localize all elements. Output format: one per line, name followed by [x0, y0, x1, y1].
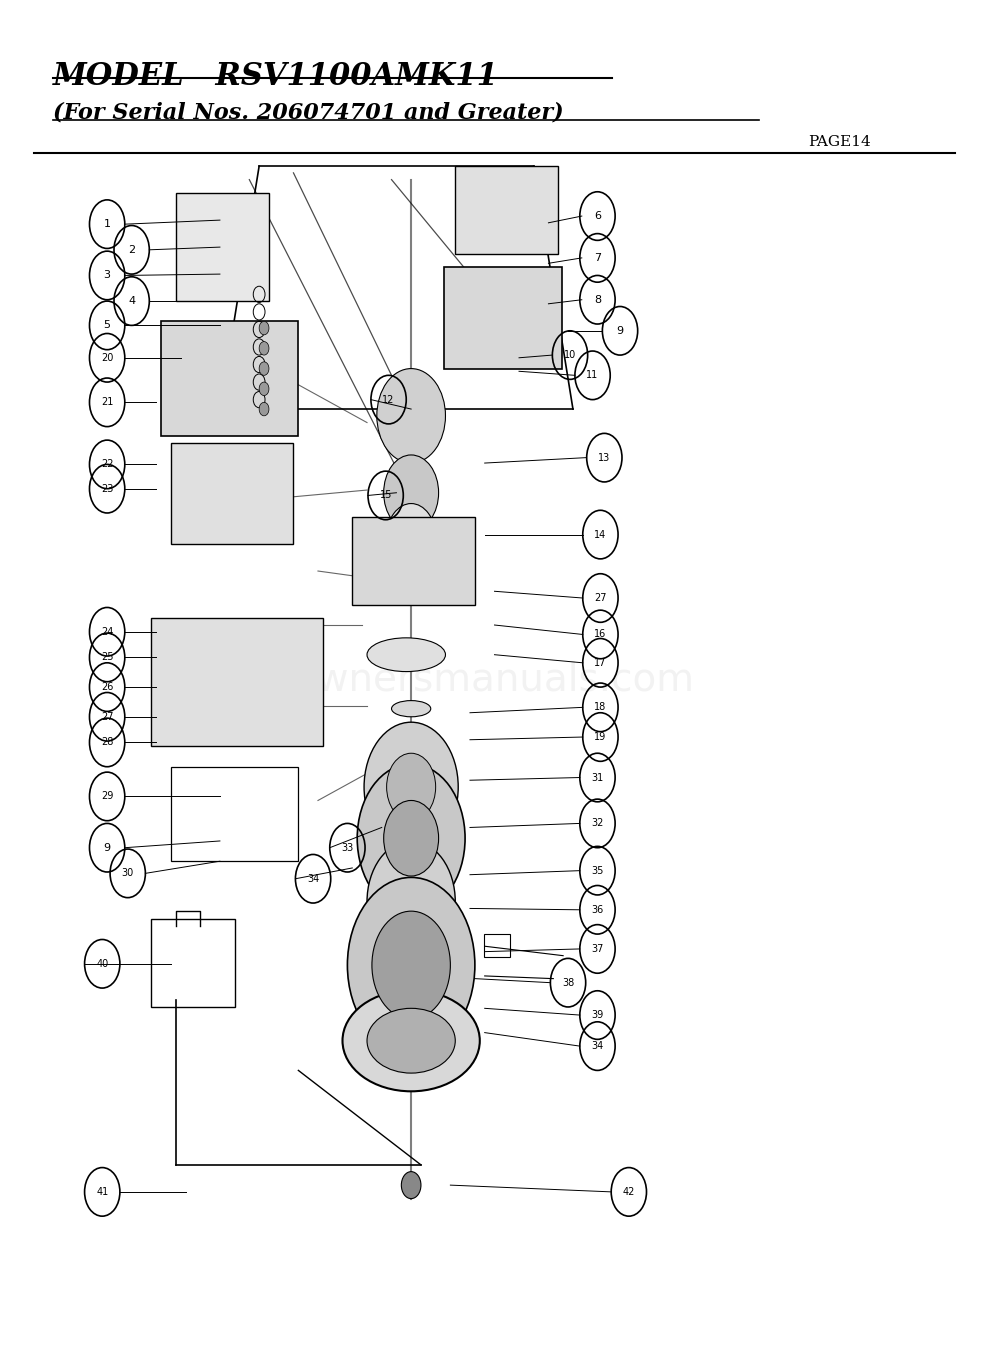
- Circle shape: [357, 765, 465, 913]
- Text: 12: 12: [383, 395, 395, 405]
- Text: 32: 32: [591, 819, 603, 828]
- Text: 22: 22: [101, 459, 114, 470]
- Text: 1: 1: [104, 219, 111, 230]
- Text: 34: 34: [591, 1042, 603, 1051]
- Text: 13: 13: [598, 452, 610, 463]
- Circle shape: [387, 754, 436, 820]
- Circle shape: [402, 1172, 421, 1199]
- Circle shape: [259, 322, 269, 335]
- Text: MODEL   RSV1100AMK11: MODEL RSV1100AMK11: [53, 61, 499, 92]
- Text: 21: 21: [101, 398, 114, 407]
- Text: 23: 23: [101, 483, 114, 494]
- Ellipse shape: [367, 1009, 455, 1073]
- Text: 24: 24: [101, 627, 114, 637]
- Ellipse shape: [367, 638, 445, 672]
- Text: 9: 9: [616, 326, 624, 335]
- Text: 35: 35: [591, 865, 603, 876]
- Text: 29: 29: [101, 792, 114, 801]
- Ellipse shape: [392, 752, 431, 769]
- Ellipse shape: [392, 701, 431, 717]
- Text: 41: 41: [96, 1187, 109, 1196]
- Ellipse shape: [392, 728, 431, 744]
- Text: PAGE14: PAGE14: [808, 134, 871, 149]
- Text: ownersmanuals.com: ownersmanuals.com: [294, 660, 695, 698]
- Circle shape: [347, 877, 475, 1052]
- Text: 39: 39: [591, 1010, 603, 1020]
- Text: 20: 20: [101, 353, 114, 363]
- Circle shape: [384, 800, 438, 876]
- Text: 16: 16: [594, 630, 606, 640]
- Text: 28: 28: [101, 737, 114, 747]
- FancyBboxPatch shape: [161, 322, 299, 436]
- Text: 25: 25: [101, 652, 114, 663]
- Ellipse shape: [342, 990, 480, 1092]
- Text: 6: 6: [594, 210, 601, 221]
- Circle shape: [259, 342, 269, 354]
- Text: 26: 26: [101, 682, 114, 693]
- Text: 31: 31: [591, 773, 603, 782]
- Text: 30: 30: [122, 868, 134, 879]
- Text: 14: 14: [594, 530, 606, 539]
- Text: 42: 42: [623, 1187, 635, 1196]
- Text: 5: 5: [104, 320, 111, 330]
- FancyBboxPatch shape: [455, 166, 558, 254]
- Text: 27: 27: [594, 593, 606, 603]
- Circle shape: [259, 361, 269, 375]
- Text: 4: 4: [129, 296, 135, 306]
- Text: 18: 18: [594, 702, 606, 713]
- Text: 8: 8: [594, 295, 601, 304]
- FancyBboxPatch shape: [176, 193, 269, 301]
- FancyBboxPatch shape: [151, 618, 322, 747]
- Text: 38: 38: [562, 978, 575, 987]
- Circle shape: [259, 382, 269, 395]
- Text: 37: 37: [591, 944, 603, 953]
- Text: 33: 33: [341, 843, 353, 853]
- Text: 10: 10: [564, 350, 577, 360]
- Circle shape: [372, 911, 450, 1018]
- Text: 34: 34: [307, 873, 319, 884]
- Text: (For Serial Nos. 206074701 and Greater): (For Serial Nos. 206074701 and Greater): [53, 102, 564, 124]
- Circle shape: [364, 722, 458, 851]
- Circle shape: [259, 402, 269, 416]
- Circle shape: [387, 504, 436, 570]
- Text: 17: 17: [594, 657, 606, 668]
- Text: 11: 11: [586, 371, 598, 380]
- Text: 19: 19: [594, 732, 606, 741]
- FancyBboxPatch shape: [171, 443, 294, 545]
- Circle shape: [384, 455, 438, 531]
- Text: 7: 7: [594, 253, 601, 263]
- Circle shape: [367, 841, 455, 963]
- Text: 27: 27: [101, 712, 114, 722]
- Text: 15: 15: [380, 490, 392, 501]
- Text: 36: 36: [591, 904, 603, 915]
- Circle shape: [377, 368, 445, 463]
- Text: 40: 40: [96, 959, 109, 968]
- Text: 2: 2: [129, 244, 135, 255]
- Text: 9: 9: [104, 843, 111, 853]
- Text: 3: 3: [104, 270, 111, 281]
- FancyBboxPatch shape: [352, 517, 475, 604]
- FancyBboxPatch shape: [444, 268, 562, 368]
